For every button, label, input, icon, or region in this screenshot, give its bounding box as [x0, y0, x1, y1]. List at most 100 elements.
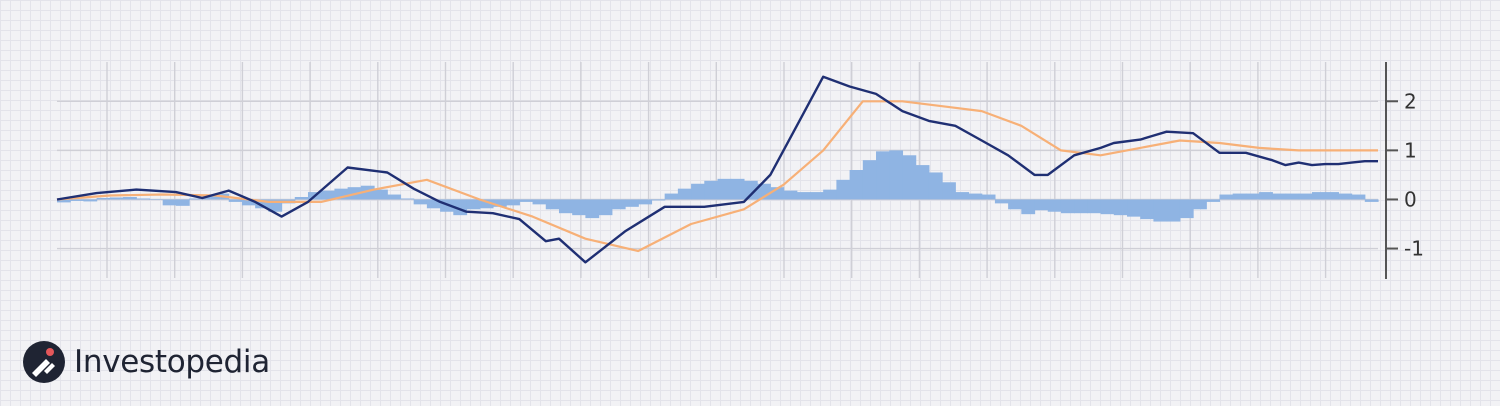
histogram-bar [334, 188, 349, 200]
histogram-bar [915, 165, 930, 200]
histogram-bar [1127, 199, 1141, 217]
histogram-bar [1338, 193, 1353, 200]
histogram-bar [1047, 199, 1062, 212]
histogram-bar [109, 197, 124, 200]
histogram-bar [862, 160, 877, 200]
histogram-bar [558, 199, 573, 214]
histogram-bar [1113, 199, 1128, 216]
y-tick-label: 2 [1404, 89, 1417, 113]
brand-name: Investopedia [74, 344, 270, 380]
histogram-bar [743, 180, 758, 200]
histogram-bar [928, 172, 943, 200]
histogram-bar [202, 196, 217, 200]
histogram-bar [704, 180, 719, 200]
histogram-bar [1325, 192, 1339, 200]
histogram-bar [955, 192, 970, 200]
histogram-bar [189, 198, 203, 200]
histogram-bar [1034, 199, 1049, 211]
signal-line [56, 100, 1378, 253]
histogram-bar [796, 192, 811, 200]
histogram-bar [1179, 199, 1194, 219]
histogram-bar [70, 199, 85, 201]
histogram-bar [876, 151, 890, 200]
histogram-bar [730, 178, 745, 200]
histogram-bar [241, 199, 256, 206]
histogram-bar [598, 199, 613, 216]
histogram-bar [1219, 194, 1234, 200]
histogram-bar [1311, 192, 1326, 200]
histogram-bar [1298, 193, 1313, 200]
histogram-bar [1259, 192, 1273, 200]
chart-grid [57, 62, 1378, 278]
histogram-bar [572, 199, 586, 216]
histogram-bar [255, 199, 269, 209]
histogram-bar [1021, 199, 1036, 215]
histogram-bar [902, 155, 917, 200]
histogram-bar [1272, 193, 1287, 200]
histogram-bar [809, 192, 824, 200]
histogram-bar [57, 199, 71, 203]
histogram-bar [585, 199, 600, 219]
y-axis: 2 1 0 -1 [1385, 62, 1424, 279]
histogram-bar [479, 199, 494, 209]
histogram-bar [942, 182, 956, 200]
histogram-bar [1245, 193, 1260, 200]
histogram-bar [1153, 199, 1168, 222]
histogram-bar [492, 199, 507, 207]
histogram-bar [823, 189, 837, 200]
histogram-bar [1364, 199, 1379, 202]
histogram-bar [123, 197, 137, 200]
histogram-bar [717, 178, 732, 200]
histogram-bar [836, 179, 851, 200]
histogram-bar [1100, 199, 1115, 215]
histogram-bar [426, 199, 441, 209]
histogram-bar [677, 188, 692, 200]
histogram-bar [83, 199, 98, 202]
y-tick-label: -1 [1404, 237, 1424, 261]
histogram-bar [981, 194, 996, 200]
histogram-bar [506, 199, 520, 206]
histogram-bar [1166, 199, 1181, 222]
investopedia-logo[interactable]: Investopedia [22, 338, 270, 386]
histogram-bar [889, 150, 904, 200]
histogram-bar [849, 170, 864, 200]
histogram-bar [1232, 193, 1247, 200]
histogram-bar [1351, 194, 1366, 200]
histogram-bar [968, 193, 983, 200]
histogram-bar [1193, 199, 1207, 210]
histogram-bar [294, 197, 309, 200]
histogram-bar [149, 199, 164, 200]
histogram-bar [994, 199, 1009, 204]
histogram-bar [651, 199, 666, 201]
histogram-bar [519, 199, 534, 202]
histogram-bar [400, 198, 415, 200]
chart-lines [56, 75, 1378, 264]
macd-line [56, 75, 1378, 264]
histogram-bar [638, 199, 653, 205]
histogram-bar [532, 199, 547, 205]
histogram-bar [545, 199, 560, 210]
histogram-bar [691, 183, 705, 200]
histogram-bar [162, 199, 177, 206]
histogram-bar [96, 197, 111, 200]
histogram-bar [136, 198, 151, 200]
histogram-bar [625, 199, 639, 207]
histogram-bar [783, 190, 798, 200]
histogram-bar [228, 199, 243, 202]
histogram-bar [374, 189, 388, 200]
histogram-bar [466, 199, 481, 210]
histogram-bar [1140, 199, 1155, 220]
histogram-bar [1060, 199, 1075, 214]
histogram-bar [1285, 193, 1300, 200]
histogram-bars [57, 150, 1379, 222]
histogram-bar [664, 193, 679, 200]
y-tick-label: 0 [1404, 187, 1417, 211]
histogram-bar [387, 194, 402, 200]
histogram-bar [321, 190, 336, 200]
histogram-bar [611, 199, 626, 210]
histogram-bar [175, 199, 190, 206]
investopedia-logo-icon [23, 341, 65, 383]
histogram-bar [1206, 199, 1221, 202]
histogram-bar [1074, 199, 1088, 214]
